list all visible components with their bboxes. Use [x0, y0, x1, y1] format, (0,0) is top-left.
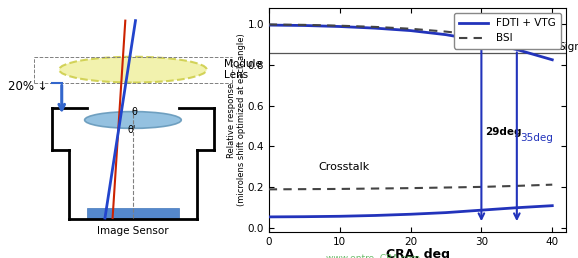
Text: 29deg: 29deg — [485, 127, 521, 137]
Text: Module
Lens: Module Lens — [224, 59, 262, 80]
Text: www.entro  CRA.com: www.entro CRA.com — [326, 254, 420, 258]
Ellipse shape — [59, 57, 207, 83]
Text: 35deg: 35deg — [520, 133, 553, 143]
Y-axis label: Relative response
(microlens shift optimized at each angle): Relative response (microlens shift optim… — [227, 34, 246, 206]
Text: θ: θ — [132, 107, 138, 117]
Text: Signal: Signal — [558, 42, 578, 52]
Text: Crosstalk: Crosstalk — [318, 162, 370, 172]
Text: θ': θ' — [127, 125, 136, 135]
Text: 20% ↓: 20% ↓ — [8, 80, 48, 93]
Text: Image Sensor: Image Sensor — [97, 226, 169, 236]
Ellipse shape — [84, 111, 181, 128]
Bar — [87, 208, 179, 219]
X-axis label: CRA, deg: CRA, deg — [386, 248, 450, 258]
Legend: FDTI + VTG, BSI: FDTI + VTG, BSI — [454, 13, 561, 49]
